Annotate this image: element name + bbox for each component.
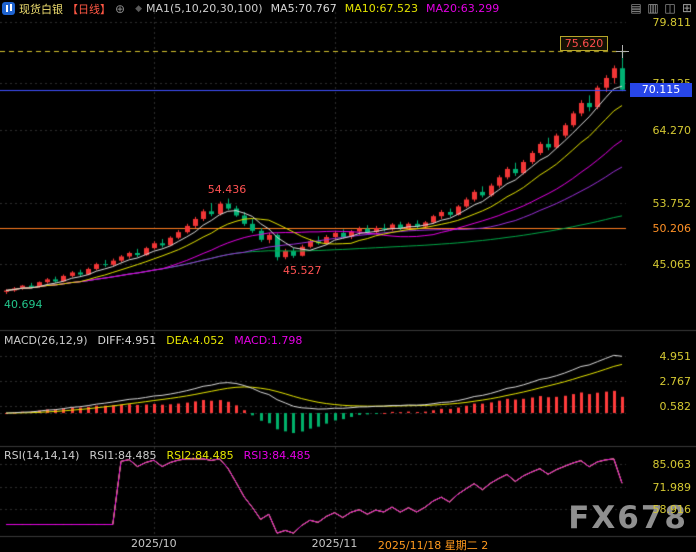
zoom-in-icon[interactable]: ⊕: [115, 1, 126, 16]
macd-dea-value: DEA:4.052: [166, 334, 225, 347]
macd-bar-value: MACD:1.798: [234, 334, 303, 347]
expand-view-icon[interactable]: ⊞: [681, 1, 693, 15]
timeframe-label[interactable]: 【日线】: [67, 2, 111, 16]
ma-group-label: MA1(5,10,20,30,100): [145, 2, 263, 15]
chart-toolbar: ▤ ▥ ◫ ⊞: [629, 1, 694, 15]
instrument-name[interactable]: 现货白银: [19, 2, 63, 16]
rsi2-value: RSI2:84.485: [166, 449, 234, 462]
ma10-legend: MA10:67.523: [344, 2, 418, 15]
macd-legend: MACD(26,12,9) DIFF:4.951 DEA:4.052 MACD:…: [4, 334, 302, 347]
grid-view-icon[interactable]: ◫: [664, 1, 676, 15]
ma5-legend: MA5:70.767: [270, 2, 337, 15]
rsi1-value: RSI1:84.485: [89, 449, 157, 462]
watermark: FX678: [568, 500, 688, 536]
ma20-legend: MA20:63.299: [426, 2, 500, 15]
rsi-params: RSI(14,14,14): [4, 449, 80, 462]
rsi-legend: RSI(14,14,14) RSI1:84.485 RSI2:84.485 RS…: [4, 449, 311, 462]
chart-header: 现货白银 【日线】 ⊕ ◆ MA1(5,10,20,30,100) MA5:70…: [0, 0, 640, 17]
crosshair-icon: [616, 45, 629, 59]
macd-params: MACD(26,12,9): [4, 334, 88, 347]
legend-marker-icon: ◆: [135, 3, 142, 14]
app-logo-icon[interactable]: [2, 2, 15, 15]
split-panel-icon[interactable]: ▥: [647, 1, 659, 15]
chart-style-icon[interactable]: ▤: [630, 1, 642, 15]
macd-diff-value: DIFF:4.951: [97, 334, 157, 347]
rsi3-value: RSI3:84.485: [243, 449, 311, 462]
